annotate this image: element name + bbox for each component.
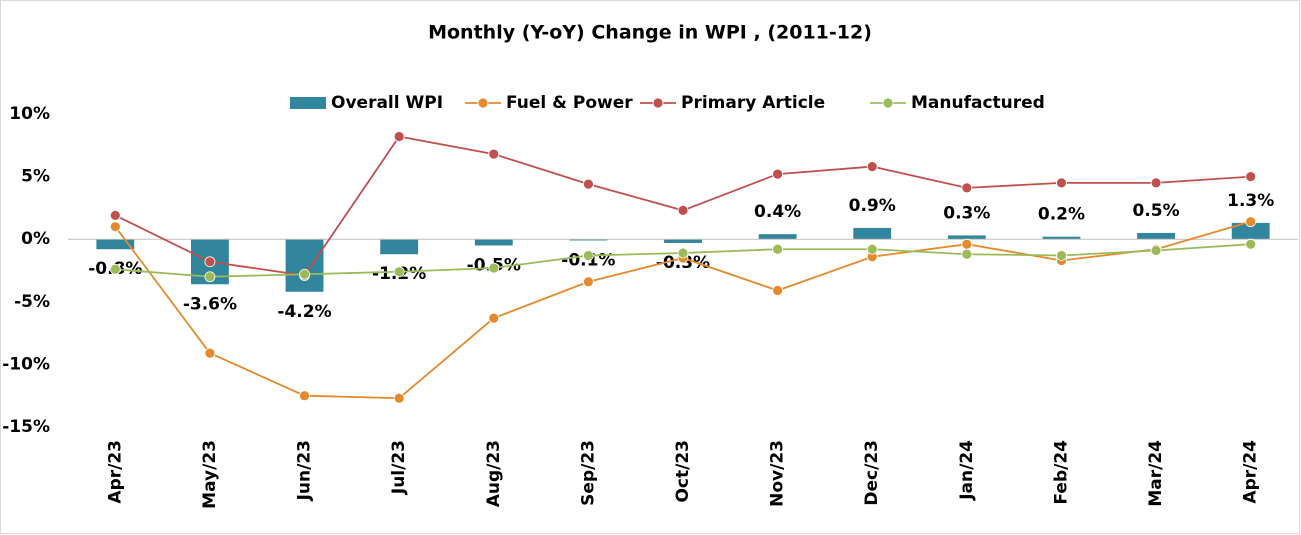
point <box>961 248 973 260</box>
x-tick-label: Jan/24 <box>957 440 977 501</box>
point <box>1245 238 1257 250</box>
point <box>1056 250 1067 261</box>
point <box>582 250 594 261</box>
point <box>204 256 216 268</box>
y-tick-label: 0% <box>21 229 50 249</box>
point <box>488 262 500 274</box>
y-tick-label: 5% <box>21 167 50 187</box>
data-label: 1.3% <box>1227 191 1274 211</box>
data-label: 0.5% <box>1132 201 1179 221</box>
legend-swatch <box>290 97 326 109</box>
y-tick-label: 10% <box>9 104 50 124</box>
x-tick-label: Nov/23 <box>768 440 788 507</box>
point <box>772 168 784 180</box>
x-tick-label: Feb/24 <box>1051 440 1071 505</box>
x-tick-label: Apr/23 <box>105 440 125 504</box>
legend-marker <box>477 97 489 109</box>
point <box>204 347 216 359</box>
x-tick-label: Mar/24 <box>1146 440 1166 507</box>
legend-label: Primary Article <box>681 93 825 113</box>
point <box>1150 177 1162 189</box>
x-tick-label: Aug/23 <box>484 440 504 507</box>
bar <box>853 227 892 240</box>
data-label: 0.3% <box>943 203 990 223</box>
point <box>204 271 216 283</box>
point <box>582 276 594 288</box>
bar <box>1231 222 1270 240</box>
point <box>866 243 878 255</box>
x-tick-label: Sep/23 <box>578 440 598 506</box>
point <box>582 178 594 190</box>
point <box>677 205 689 216</box>
legend-marker <box>652 97 664 109</box>
x-tick-label: Apr/24 <box>1241 440 1261 504</box>
point <box>109 221 121 233</box>
legend-marker <box>882 97 894 109</box>
bar <box>1137 232 1175 240</box>
legend-label: Overall WPI <box>331 93 443 113</box>
x-tick-label: Jun/23 <box>295 440 315 501</box>
y-tick-label: -10% <box>2 354 50 374</box>
point <box>866 161 878 172</box>
chart-title: Monthly (Y-oY) Change in WPI , (2011-12) <box>428 22 872 44</box>
bar <box>96 239 135 250</box>
data-label: 0.9% <box>849 196 896 216</box>
bar <box>947 235 986 240</box>
point <box>1245 216 1257 228</box>
point <box>961 182 973 194</box>
y-tick-label: -15% <box>2 417 50 437</box>
bar <box>285 239 324 292</box>
data-label: 0.4% <box>754 202 801 222</box>
x-tick-label: Jul/23 <box>389 440 409 495</box>
bar <box>474 239 513 246</box>
y-tick-label: -5% <box>14 292 50 312</box>
point <box>772 285 784 296</box>
bar <box>380 239 419 255</box>
point <box>488 312 500 324</box>
point <box>488 148 500 160</box>
point <box>109 210 121 221</box>
point <box>393 131 405 142</box>
legend-label: Manufactured <box>911 93 1045 113</box>
point <box>1056 177 1067 189</box>
point <box>393 266 405 278</box>
point <box>1245 171 1257 183</box>
data-label: -4.2% <box>277 302 331 322</box>
x-tick-label: Dec/23 <box>862 440 882 506</box>
point <box>393 392 405 404</box>
bar <box>1042 236 1081 240</box>
data-label: -3.6% <box>183 294 237 314</box>
point <box>677 247 689 259</box>
x-tick-label: Oct/23 <box>673 440 693 503</box>
point <box>109 263 121 275</box>
point <box>1150 245 1162 256</box>
legend-label: Fuel & Power <box>506 93 633 113</box>
x-tick-label: May/23 <box>200 440 220 509</box>
data-label: 0.2% <box>1038 205 1085 225</box>
bar <box>569 239 608 241</box>
point <box>772 243 784 255</box>
bar <box>758 234 797 240</box>
point <box>961 238 973 250</box>
point <box>299 390 310 402</box>
point <box>299 268 310 280</box>
bar <box>664 239 702 243</box>
